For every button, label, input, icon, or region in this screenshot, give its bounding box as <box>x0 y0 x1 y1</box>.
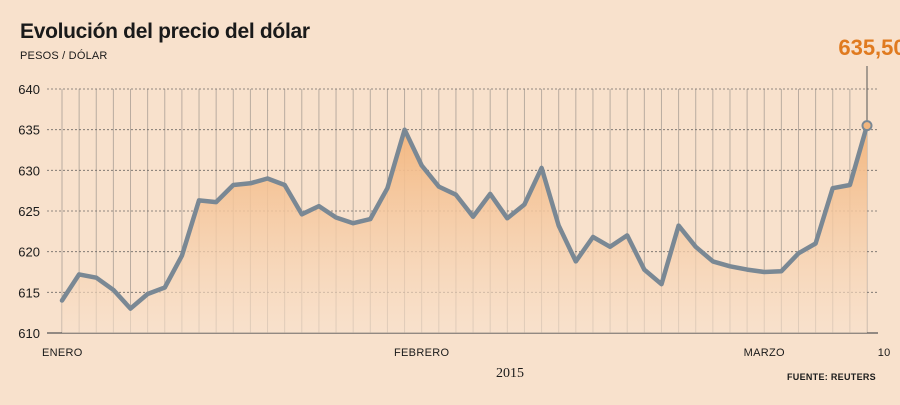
year-label: 2015 <box>496 366 524 381</box>
y-tick-label: 635 <box>18 123 40 138</box>
source-label: FUENTE: REUTERS <box>786 372 876 382</box>
highlight-value-label: 635,50 <box>838 35 900 60</box>
series-line <box>59 123 870 311</box>
x-tick-label: FEBRERO <box>394 347 449 359</box>
x-tick-label: 10 <box>878 347 891 359</box>
y-tick-label: 625 <box>18 204 40 219</box>
highlight-point <box>861 120 873 132</box>
y-tick-label: 615 <box>18 285 40 300</box>
x-tick-label: MARZO <box>744 347 785 359</box>
area-fill <box>62 125 867 333</box>
x-tick-label: ENERO <box>42 347 83 359</box>
chart-subtitle: PESOS / DÓLAR <box>20 50 108 62</box>
y-tick-label: 610 <box>18 326 40 341</box>
chart-title: Evolución del precio del dólar <box>20 20 310 43</box>
y-tick-label: 640 <box>18 82 40 97</box>
y-tick-label: 620 <box>18 245 40 260</box>
y-tick-label: 630 <box>18 163 40 178</box>
